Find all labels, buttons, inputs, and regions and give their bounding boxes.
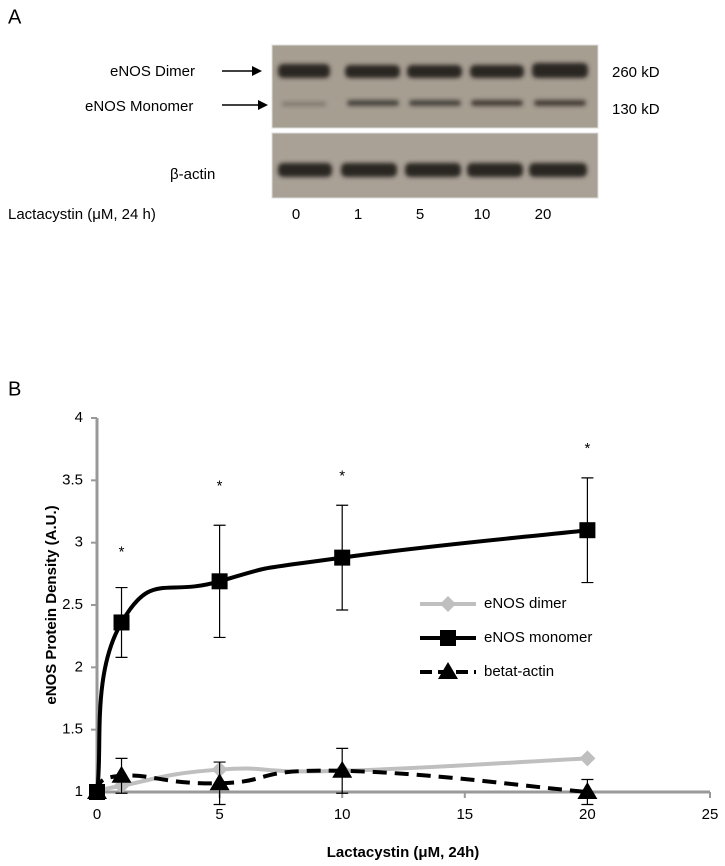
marker [87, 782, 107, 799]
y-tick-label: 1 [75, 783, 83, 800]
x-tick-label: 5 [215, 806, 223, 823]
band-label: eNOS Monomer [85, 98, 193, 115]
legend-label: betat-actin [484, 663, 554, 680]
marker [577, 782, 598, 799]
lane-label: 10 [474, 206, 491, 223]
y-tick-label: 2 [75, 658, 83, 675]
panel-letter: A [8, 6, 22, 28]
marker [209, 773, 230, 791]
legend-marker [438, 662, 458, 679]
series [89, 477, 596, 800]
lane-label: 1 [354, 206, 362, 223]
panel-letter: B [8, 378, 21, 400]
annotation: * [584, 440, 590, 457]
x-tick-label: 25 [702, 806, 719, 823]
band-label: β-actin [170, 166, 215, 183]
lane-label: 5 [416, 206, 424, 223]
x-tick-label: 10 [334, 806, 351, 823]
annotation: * [119, 544, 125, 561]
y-axis-title: eNOS Protein Density (A.U.) [43, 505, 60, 704]
x-tick-label: 0 [93, 806, 101, 823]
marker [579, 522, 596, 539]
annotation: * [217, 478, 223, 495]
x-axis-title: Lactacystin (μM, 24h) [327, 844, 480, 861]
arrow [222, 66, 268, 110]
legend-marker [440, 596, 456, 612]
y-tick-label: 3.5 [62, 471, 83, 488]
y-tick-label: 2.5 [62, 596, 83, 613]
legend-label: eNOS monomer [484, 629, 592, 646]
series [87, 747, 598, 806]
marker [579, 750, 596, 767]
legend-label: eNOS dimer [484, 595, 567, 612]
y-tick-label: 3 [75, 534, 83, 551]
legend-marker [440, 630, 456, 646]
y-tick-label: 4 [75, 409, 83, 426]
band-label: eNOS Dimer [110, 63, 195, 80]
size-label: 130 kD [612, 101, 660, 118]
marker [211, 573, 228, 590]
annotation: * [339, 468, 345, 485]
size-label: 260 kD [612, 64, 660, 81]
x-tick-label: 20 [579, 806, 596, 823]
y-tick-label: 1.5 [62, 721, 83, 738]
x-tick-label: 15 [456, 806, 473, 823]
marker [113, 614, 130, 631]
blot [271, 44, 599, 199]
treatment-label: Lactacystin (μM, 24 h) [8, 206, 156, 223]
marker [332, 760, 353, 778]
marker [111, 765, 132, 783]
marker [334, 549, 351, 566]
lane-label: 20 [535, 206, 552, 223]
lane-label: 0 [292, 206, 300, 223]
